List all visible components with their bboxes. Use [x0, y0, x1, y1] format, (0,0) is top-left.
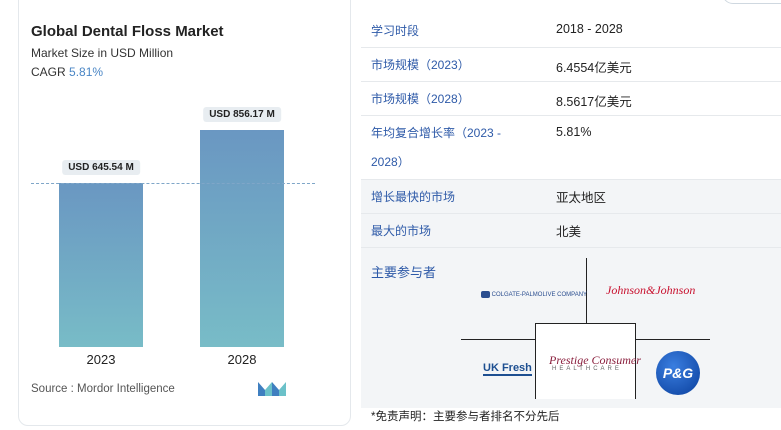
table-row: 最大的市场 北美 — [361, 214, 781, 248]
grid-line — [586, 258, 587, 323]
top-right-frame — [722, 0, 781, 4]
chart-title: Global Dental Floss Market — [31, 23, 224, 40]
ukfresh-logo: UK Fresh — [483, 362, 532, 376]
row-label: 学习时段 — [371, 24, 420, 38]
source-text: Source : Mordor Intelligence — [31, 383, 175, 395]
table-row: 市场规模（2023） 6.4554亿美元 — [361, 48, 781, 82]
chart-subtitle: Market Size in USD Million — [31, 46, 174, 60]
grid-line — [636, 339, 710, 340]
bar-chart: USD 645.54 M 2023 USD 856.17 M 2028 — [0, 0, 351, 430]
row-label-continued: 2028） — [371, 155, 410, 169]
colgate-logo: COLGATE-PALMOLIVE COMPANY — [481, 291, 587, 298]
row-label: 增长最快的市场 — [371, 190, 456, 204]
bar-2023 — [59, 183, 143, 347]
grid-line — [461, 339, 535, 340]
row-value: 2018 - 2028 — [556, 22, 623, 36]
row-value: 5.81% — [556, 125, 592, 139]
pg-logo: P&G — [656, 351, 700, 395]
prestige-box — [535, 323, 636, 399]
mordor-logo-icon — [258, 382, 286, 396]
row-label: 市场规模（2028） — [371, 92, 470, 106]
cagr-line: CAGR 5.81% — [31, 65, 103, 79]
disclaimer-text: *免责声明：主要参与者排名不分先后 — [371, 411, 560, 423]
row-value: 亚太地区 — [556, 191, 607, 205]
prestige-logo: Prestige Consumer — [549, 353, 641, 367]
bar-value-label: USD 856.17 M — [203, 107, 281, 122]
row-label: 最大的市场 — [371, 224, 432, 238]
x-tick-label: 2023 — [86, 352, 116, 367]
players-title: 主要参与者 — [371, 265, 437, 280]
bar-2028 — [200, 130, 284, 347]
row-value: 6.4554亿美元 — [556, 61, 632, 75]
reference-dashed-line — [31, 183, 315, 184]
table-row: 市场规模（2028） 8.5617亿美元 — [361, 82, 781, 116]
table-row: 学习时段 2018 - 2028 — [361, 14, 781, 48]
bar-value-label: USD 645.54 M — [62, 160, 140, 176]
cagr-value: 5.81% — [69, 65, 104, 79]
cagr-label: CAGR — [31, 65, 66, 79]
row-value: 8.5617亿美元 — [556, 95, 632, 109]
x-tick-label: 2028 — [227, 352, 257, 367]
row-label: 年均复合增长率（2023 - — [371, 126, 502, 140]
colgate-mark-icon — [481, 291, 490, 298]
table-row: 增长最快的市场 亚太地区 — [361, 180, 781, 214]
jnj-logo: Johnson&Johnson — [606, 283, 696, 297]
prestige-logo-sub: HEALTHCARE — [552, 366, 622, 372]
row-label: 市场规模（2023） — [371, 58, 470, 72]
table-row: 年均复合增长率（2023 - 2028） 5.81% — [361, 116, 781, 180]
row-value: 北美 — [556, 225, 582, 239]
